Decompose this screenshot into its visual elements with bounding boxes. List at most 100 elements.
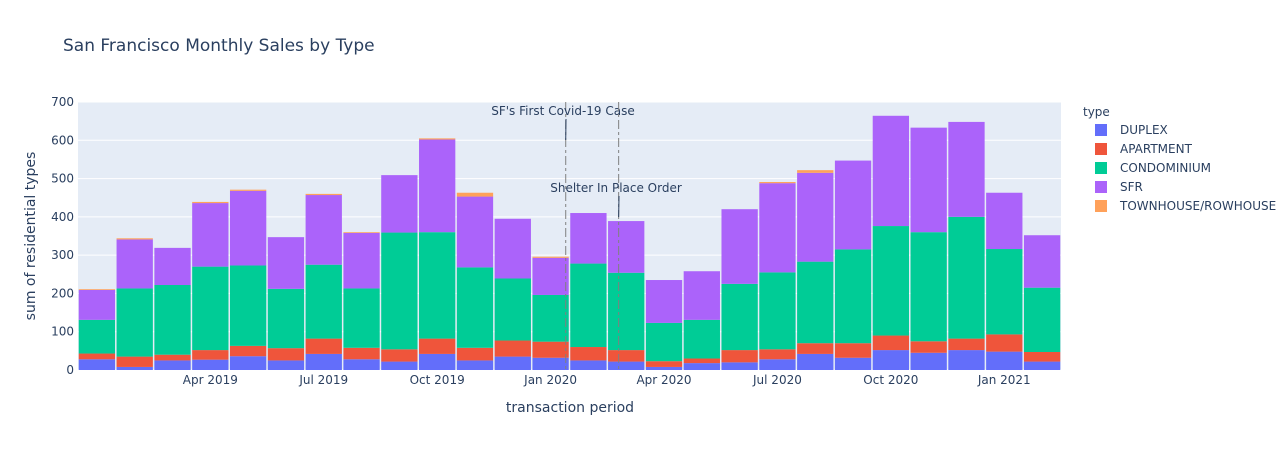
bar-segment (684, 320, 720, 359)
bar-segment (457, 267, 493, 347)
bar-segment (948, 339, 984, 350)
annotation-label: Shelter In Place Order (550, 181, 682, 195)
bar-segment (154, 355, 190, 361)
bar-segment (532, 258, 568, 295)
x-tick-label: Oct 2019 (410, 373, 465, 387)
bar-segment (495, 341, 531, 357)
legend-title: type (1083, 105, 1110, 119)
bar-segment (381, 233, 417, 350)
bar-segment (1024, 352, 1060, 362)
legend-item[interactable]: DUPLEX (1095, 123, 1168, 137)
bar-segment (759, 182, 795, 183)
bar-segment (911, 232, 947, 341)
bar-segment (343, 288, 379, 347)
x-tick-label: Jan 2021 (977, 373, 1031, 387)
bar-segment (306, 195, 342, 265)
legend[interactable]: type DUPLEX APARTMENT CONDOMINIUM SFR TOWNHO… (1083, 105, 1276, 213)
bar-segment (911, 341, 947, 352)
legend-item[interactable]: CONDOMINIUM (1095, 161, 1211, 175)
y-tick-label: 200 (51, 286, 74, 300)
legend-label: CONDOMINIUM (1120, 161, 1211, 175)
bar-segment (230, 346, 266, 356)
bar-segment (570, 347, 606, 360)
bar-segment (873, 350, 909, 370)
bar-segment (759, 359, 795, 370)
bar-segment (570, 213, 606, 264)
bar-segment (986, 352, 1022, 370)
legend-item[interactable]: TOWNHOUSE/ROWHOUSE (1095, 199, 1276, 213)
bar-segment (532, 257, 568, 258)
bar-segment (230, 191, 266, 266)
chart-title: San Francisco Monthly Sales by Type (63, 36, 375, 56)
legend-label: TOWNHOUSE/ROWHOUSE (1119, 199, 1276, 213)
bar-segment (684, 363, 720, 370)
bar-segment (343, 359, 379, 370)
bar-segment (646, 323, 682, 361)
bar-segment (570, 360, 606, 370)
legend-label: SFR (1120, 180, 1143, 194)
bar-segment (495, 357, 531, 370)
x-tick-label: Apr 2019 (183, 373, 238, 387)
bar-segment (457, 197, 493, 268)
bar-segment (759, 349, 795, 359)
bar-segment (117, 367, 153, 370)
bar-segment (268, 360, 304, 370)
bar-segment (306, 339, 342, 354)
legend-item[interactable]: SFR (1095, 180, 1143, 194)
bar-segment (797, 343, 833, 354)
bar-segment (911, 128, 947, 233)
bar-segment (79, 320, 115, 354)
bar-segment (1024, 288, 1060, 352)
bar-segment (306, 354, 342, 370)
x-tick-label: Jan 2020 (523, 373, 577, 387)
bar-segment (230, 265, 266, 345)
legend-swatch (1095, 143, 1107, 155)
bar-segment (873, 116, 909, 226)
bar-segment (835, 343, 871, 358)
bar-segment (797, 262, 833, 344)
bar-segment (646, 361, 682, 367)
bar-segment (986, 249, 1022, 334)
legend-swatch (1095, 162, 1107, 174)
bar-segment (192, 267, 228, 350)
bar-segment (154, 285, 190, 355)
y-tick-label: 700 (51, 95, 74, 109)
bar-segment (721, 209, 757, 284)
bar-segment (419, 339, 455, 354)
legend-swatch (1095, 181, 1107, 193)
legend-item[interactable]: APARTMENT (1095, 142, 1193, 156)
bar-segment (532, 295, 568, 342)
x-tick-label: Jul 2020 (752, 373, 802, 387)
y-tick-label: 600 (51, 133, 74, 147)
bar-segment (495, 278, 531, 340)
bar-segment (457, 360, 493, 370)
bar-segment (230, 190, 266, 191)
bar-segment (268, 348, 304, 360)
bar-segment (835, 161, 871, 250)
bar-segment (457, 348, 493, 361)
y-tick-label: 400 (51, 210, 74, 224)
y-tick-label: 100 (51, 325, 74, 339)
bar-segment (911, 353, 947, 370)
bar-segment (948, 122, 984, 217)
y-axis-label: sum of residential types (23, 152, 39, 321)
bar-segment (419, 140, 455, 233)
bar-segment (268, 237, 304, 289)
legend-label: DUPLEX (1120, 123, 1168, 137)
bar-segment (684, 359, 720, 364)
bar-segment (79, 289, 115, 290)
bar-segment (948, 350, 984, 370)
bar-segment (381, 175, 417, 232)
bar-segment (268, 289, 304, 348)
bar-segment (154, 360, 190, 370)
bar-segment (419, 138, 455, 139)
bar-segment (1024, 235, 1060, 287)
bar-segment (684, 271, 720, 320)
bar-segment (608, 273, 644, 350)
bar-segment (79, 290, 115, 320)
bar-segment (154, 248, 190, 285)
bar-segment (835, 249, 871, 343)
bar-segment (117, 239, 153, 288)
